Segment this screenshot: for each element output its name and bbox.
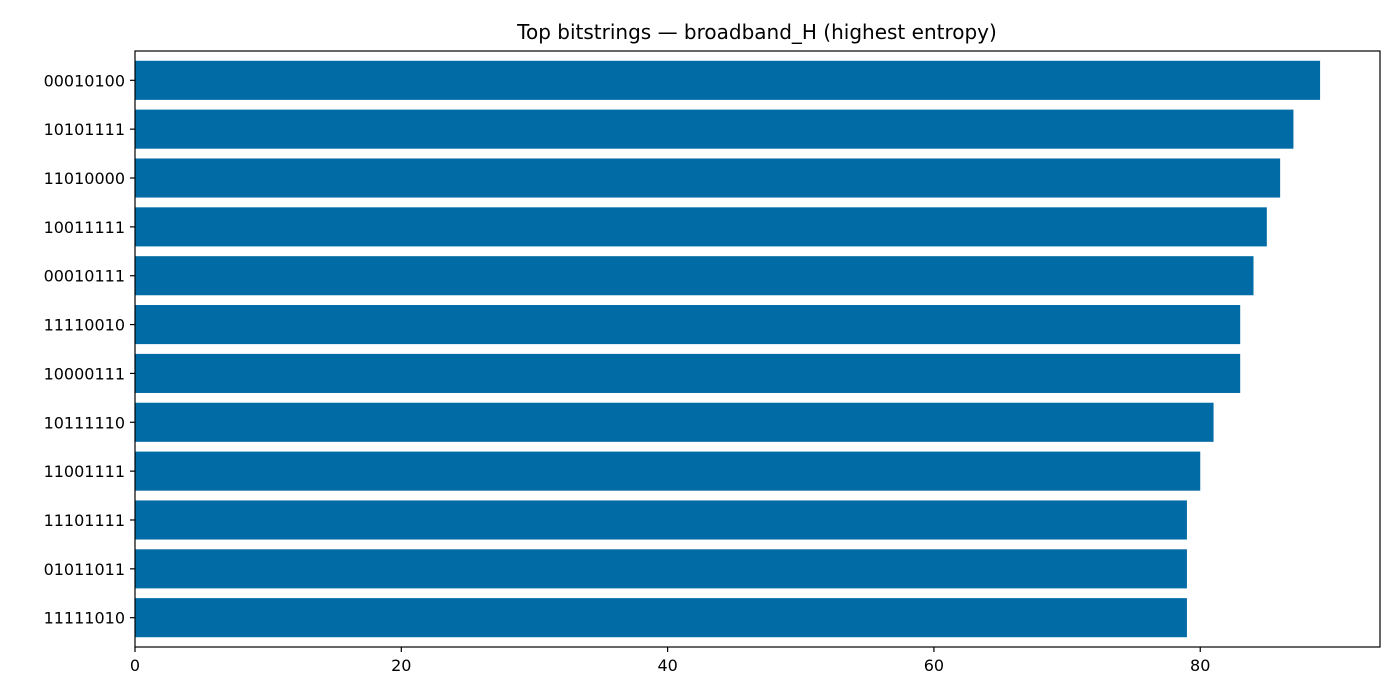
bar-10111110 (135, 402, 1214, 442)
bar-11110010 (135, 305, 1241, 345)
x-tick-label: 80 (1190, 656, 1210, 675)
y-tick-label: 10111110 (44, 413, 125, 432)
x-tick-label: 0 (130, 656, 140, 675)
y-tick-label: 11010000 (44, 169, 125, 188)
y-tick-label: 01011011 (44, 560, 125, 579)
x-tick-label: 40 (657, 656, 677, 675)
x-tick-label: 20 (391, 656, 411, 675)
x-axis-ticks: 0 20 40 60 80 (130, 647, 1210, 675)
y-tick-label: 11101111 (44, 511, 125, 530)
chart-title: Top bitstrings — broadband_H (highest en… (516, 20, 997, 44)
y-axis-ticks: 00010100 10101111 11010000 10011111 00010111… (44, 71, 135, 628)
y-tick-label: 00010100 (44, 71, 125, 90)
y-tick-label: 10011111 (44, 218, 125, 237)
bar-11001111 (135, 451, 1201, 491)
bar-11101111 (135, 500, 1187, 540)
y-tick-label: 11110010 (44, 316, 125, 335)
y-tick-label: 11001111 (44, 462, 125, 481)
bar-10011111 (135, 207, 1267, 247)
y-tick-label: 11111010 (44, 609, 125, 628)
plot-frame (134, 50, 1381, 648)
bar-01011011 (135, 549, 1187, 589)
y-tick-label: 10101111 (44, 120, 125, 139)
x-tick-label: 60 (924, 656, 944, 675)
y-tick-label: 00010111 (44, 267, 125, 286)
bars-group (135, 60, 1321, 638)
bar-10101111 (135, 109, 1294, 149)
bar-11010000 (135, 158, 1281, 198)
bar-11111010 (135, 598, 1187, 638)
bar-00010111 (135, 256, 1254, 296)
bar-00010100 (135, 60, 1321, 100)
bar-10000111 (135, 353, 1241, 393)
y-tick-label: 10000111 (44, 364, 125, 383)
